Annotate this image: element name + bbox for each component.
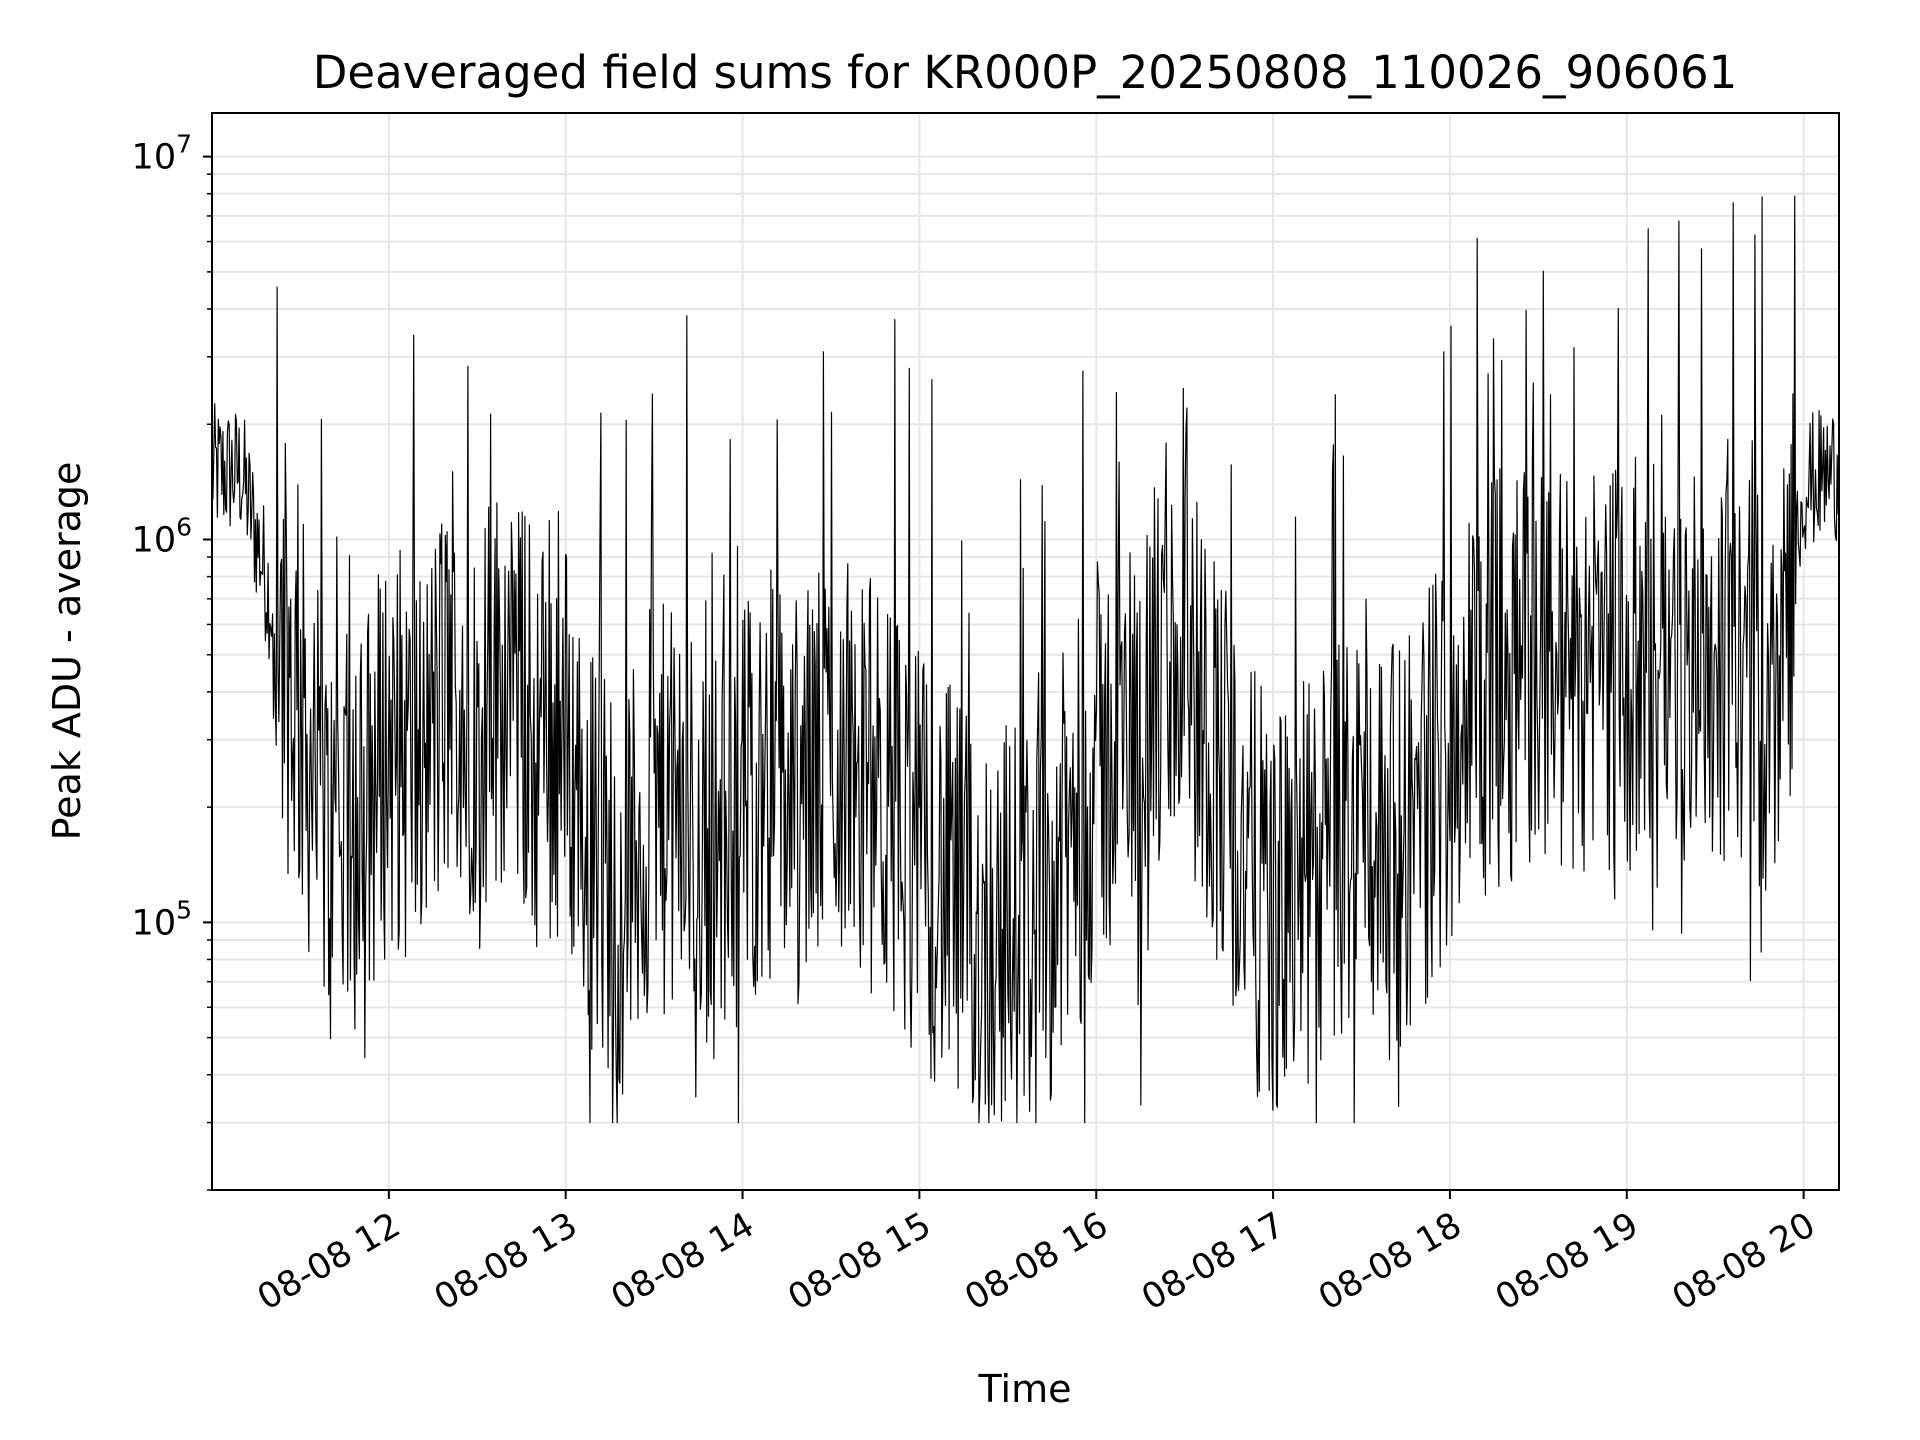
- y-tick-label: 107: [132, 130, 192, 178]
- series-line: [211, 195, 1840, 1124]
- y-axis: 105 106 107: [132, 130, 212, 1191]
- x-axis-label: Time: [978, 1367, 1072, 1411]
- chart-title: Deaveraged field sums for KR000P_2025080…: [313, 46, 1737, 99]
- axes-frame: [211, 112, 1840, 1191]
- data-series: [211, 195, 1840, 1124]
- y-axis-label: Peak ADU - average: [45, 462, 89, 841]
- y-tick-label: 106: [132, 513, 192, 561]
- y-tick-label: 105: [132, 895, 192, 943]
